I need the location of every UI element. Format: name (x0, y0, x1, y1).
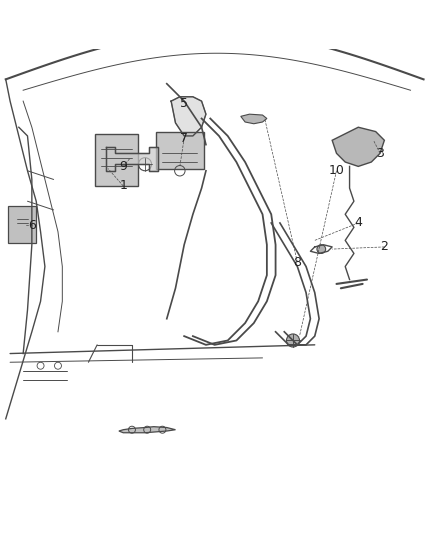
Text: 7: 7 (180, 132, 188, 144)
FancyBboxPatch shape (156, 132, 204, 168)
Circle shape (317, 245, 325, 254)
Circle shape (286, 334, 300, 347)
Polygon shape (106, 147, 158, 171)
Polygon shape (119, 426, 176, 433)
FancyBboxPatch shape (8, 206, 36, 243)
Polygon shape (332, 127, 385, 166)
Text: 5: 5 (180, 97, 188, 110)
FancyBboxPatch shape (95, 134, 138, 186)
Text: 2: 2 (381, 240, 389, 253)
Text: 4: 4 (354, 216, 362, 230)
Text: 8: 8 (293, 256, 301, 269)
Text: 6: 6 (28, 219, 36, 232)
Text: 3: 3 (376, 147, 384, 160)
Polygon shape (171, 97, 206, 136)
Text: 9: 9 (119, 160, 127, 173)
Text: 10: 10 (328, 164, 344, 177)
Text: 1: 1 (119, 180, 127, 192)
Polygon shape (241, 114, 267, 124)
